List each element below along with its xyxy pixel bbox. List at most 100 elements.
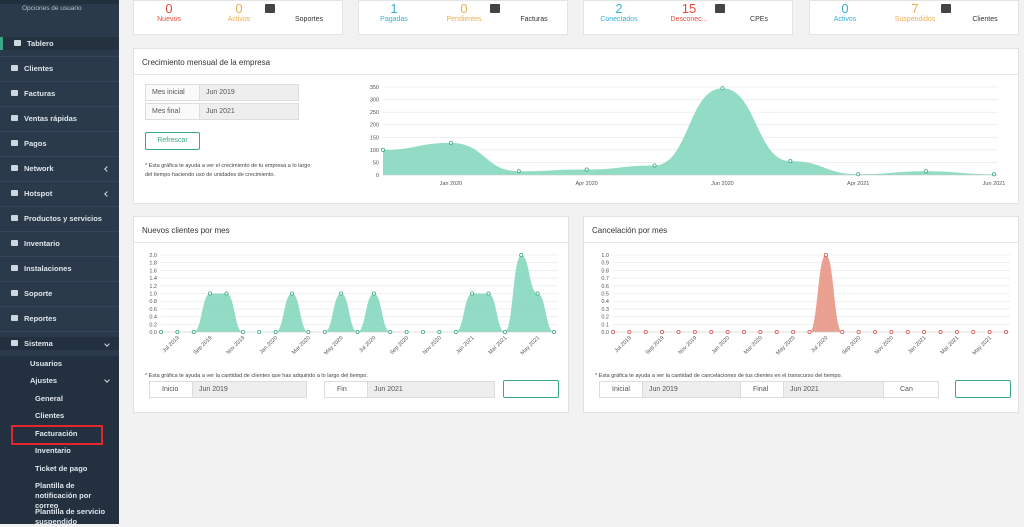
menu-item[interactable]: Sistema xyxy=(0,337,119,350)
separator xyxy=(0,81,119,82)
x-tick-label: Jun 2021 xyxy=(983,181,1006,187)
x-tick-label: Jan 2020 xyxy=(259,335,279,355)
stat-value: 1 xyxy=(390,1,398,16)
y-tick-label: 0 xyxy=(376,173,379,179)
settings-item[interactable]: Ticket de pago xyxy=(35,464,88,473)
settings-item[interactable]: Clientes xyxy=(35,411,65,420)
submenu-item[interactable]: Usuarios xyxy=(30,359,63,368)
field-label: Mes inicial xyxy=(145,84,200,101)
stat-card: 0 Nuevos 0 Activos Soportes xyxy=(133,0,343,35)
menu-item[interactable]: Tablero xyxy=(0,37,119,50)
y-tick-label: 0.4 xyxy=(601,299,609,305)
point xyxy=(872,330,877,335)
stat-icon xyxy=(941,4,951,13)
point xyxy=(437,330,442,335)
y-tick-label: 1.6 xyxy=(149,268,157,274)
menu-item[interactable]: Network xyxy=(0,162,119,175)
stat-link[interactable]: Soportes xyxy=(294,16,324,23)
point xyxy=(971,330,976,335)
refresh-button[interactable]: Refrescar xyxy=(145,132,200,150)
menu-item[interactable]: Facturas xyxy=(0,87,119,100)
y-tick-label: 0.9 xyxy=(601,261,609,267)
x-tick-label: Jul 2019 xyxy=(614,335,633,354)
settings-item[interactable]: General xyxy=(35,394,63,403)
refresh-button[interactable] xyxy=(503,380,559,398)
menu-icon xyxy=(14,40,21,46)
settings-item[interactable]: Plantilla de servicio suspendido xyxy=(35,507,106,526)
settings-item[interactable]: Facturación xyxy=(35,429,78,438)
stat-label: Suspendidos xyxy=(894,16,936,23)
x-tick-label: May 2021 xyxy=(520,335,541,356)
y-tick-label: 100 xyxy=(370,148,379,154)
point xyxy=(889,330,894,335)
menu-item[interactable]: Productos y servicios xyxy=(0,212,119,225)
point xyxy=(791,330,796,335)
point xyxy=(610,330,615,335)
stat-value: 2 xyxy=(615,1,623,16)
submenu-item[interactable]: Ajustes xyxy=(0,376,119,386)
point xyxy=(720,86,725,91)
submenu-bg xyxy=(0,356,119,524)
menu-item[interactable]: Ventas rápidas xyxy=(0,112,119,125)
point xyxy=(453,330,458,335)
stat-icon xyxy=(265,4,275,13)
cancel-button[interactable]: Can xyxy=(883,381,939,398)
point xyxy=(652,163,657,168)
menu-item[interactable]: Reportes xyxy=(0,312,119,325)
x-tick-label: Jan 2020 xyxy=(440,181,463,187)
menu-icon xyxy=(11,65,18,71)
point xyxy=(709,330,714,335)
menu-item[interactable]: Hotspot xyxy=(0,187,119,200)
panel-title: Cancelación por mes xyxy=(592,226,668,235)
menu-item[interactable]: Clientes xyxy=(0,62,119,75)
point xyxy=(257,330,262,335)
point xyxy=(788,159,793,164)
x-tick-label: May 2020 xyxy=(775,335,796,356)
y-tick-label: 1.2 xyxy=(149,284,157,290)
stat-label: Activos xyxy=(227,16,251,23)
stat-value: 0 xyxy=(235,1,243,16)
y-tick-label: 1.0 xyxy=(149,292,157,298)
y-tick-label: 0.4 xyxy=(149,315,157,321)
stat-label: Conectados xyxy=(600,16,638,23)
x-tick-label: Jul 2020 xyxy=(358,335,377,354)
stat-link[interactable]: Clientes xyxy=(972,16,998,23)
point xyxy=(388,330,393,335)
stat-link[interactable]: Facturas xyxy=(520,16,548,23)
stat-link[interactable]: CPEs xyxy=(750,16,768,23)
settings-item[interactable]: Plantilla de notificación por correo xyxy=(35,481,92,510)
point xyxy=(322,330,327,335)
separator xyxy=(0,56,119,57)
chart-note: * Esta gráfica te ayuda a ver el crecimi… xyxy=(145,163,311,178)
point xyxy=(676,330,681,335)
menu-item[interactable]: Inventario xyxy=(0,237,119,250)
menu-icon xyxy=(11,140,18,146)
menu-icon xyxy=(11,90,18,96)
y-tick-label: 0.8 xyxy=(149,299,157,305)
y-tick-label: 50 xyxy=(373,160,379,166)
stat-value: 7 xyxy=(911,1,919,16)
menu-item[interactable]: Pagos xyxy=(0,137,119,150)
x-tick-label: Mar 2021 xyxy=(940,335,961,356)
user-menu[interactable]: Opciones de usuario xyxy=(22,5,82,12)
point xyxy=(758,330,763,335)
point xyxy=(486,291,491,296)
refresh-button[interactable] xyxy=(955,380,1011,398)
stat-icon xyxy=(715,4,725,13)
panel-title: Nuevos clientes por mes xyxy=(142,226,230,235)
chevron xyxy=(104,166,110,172)
y-tick-label: 1.8 xyxy=(149,261,157,267)
x-tick-label: Jun 2020 xyxy=(711,181,734,187)
separator xyxy=(0,106,119,107)
x-tick-label: May 2021 xyxy=(972,335,993,356)
stat-icon xyxy=(490,4,500,13)
menu-item[interactable]: Soporte xyxy=(0,287,119,300)
menu-item[interactable]: Instalaciones xyxy=(0,262,119,275)
x-tick-label: Sep 2019 xyxy=(645,335,666,356)
settings-item[interactable]: Inventario xyxy=(35,446,71,455)
filter-value: Jun 2021 xyxy=(367,381,495,398)
point xyxy=(551,330,556,335)
y-tick-label: 350 xyxy=(370,85,379,91)
field-value: Jun 2021 xyxy=(199,103,299,120)
